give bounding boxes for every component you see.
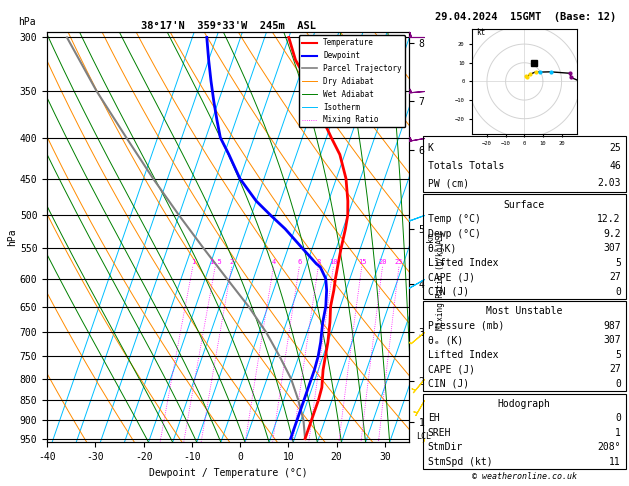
Text: 46: 46: [609, 161, 621, 171]
Text: LCL: LCL: [416, 433, 431, 441]
Text: CIN (J): CIN (J): [428, 379, 469, 389]
Y-axis label: hPa: hPa: [7, 228, 17, 246]
Text: 29.04.2024  15GMT  (Base: 12): 29.04.2024 15GMT (Base: 12): [435, 12, 616, 22]
Text: 11: 11: [609, 457, 621, 467]
Text: 25: 25: [395, 259, 403, 265]
Text: 8: 8: [316, 259, 321, 265]
Text: 0: 0: [615, 413, 621, 423]
Title: 38°17'N  359°33'W  245m  ASL: 38°17'N 359°33'W 245m ASL: [140, 21, 316, 31]
Text: 0: 0: [615, 379, 621, 389]
Text: 27: 27: [609, 364, 621, 375]
Text: 5: 5: [615, 350, 621, 360]
Text: 2: 2: [230, 259, 234, 265]
Text: StmDir: StmDir: [428, 442, 463, 452]
Text: 10: 10: [330, 259, 338, 265]
Text: Temp (°C): Temp (°C): [428, 214, 481, 224]
Text: Surface: Surface: [504, 200, 545, 209]
Text: Dewp (°C): Dewp (°C): [428, 228, 481, 239]
Text: SREH: SREH: [428, 428, 451, 438]
Text: 9.2: 9.2: [603, 228, 621, 239]
Text: StmSpd (kt): StmSpd (kt): [428, 457, 493, 467]
Text: EH: EH: [428, 413, 440, 423]
Text: Totals Totals: Totals Totals: [428, 161, 504, 171]
Text: Lifted Index: Lifted Index: [428, 258, 498, 268]
Text: 5: 5: [615, 258, 621, 268]
Text: kt: kt: [476, 28, 485, 37]
Legend: Temperature, Dewpoint, Parcel Trajectory, Dry Adiabat, Wet Adiabat, Isotherm, Mi: Temperature, Dewpoint, Parcel Trajectory…: [299, 35, 405, 127]
Text: © weatheronline.co.uk: © weatheronline.co.uk: [472, 472, 577, 481]
Text: 25: 25: [609, 143, 621, 153]
Text: CAPE (J): CAPE (J): [428, 364, 475, 375]
Text: 307: 307: [603, 335, 621, 346]
Text: 0: 0: [615, 287, 621, 296]
Text: hPa: hPa: [18, 17, 36, 28]
Text: Lifted Index: Lifted Index: [428, 350, 498, 360]
Text: 6: 6: [298, 259, 302, 265]
Text: 1: 1: [191, 259, 195, 265]
Text: 15: 15: [358, 259, 366, 265]
Text: PW (cm): PW (cm): [428, 178, 469, 188]
Y-axis label: km
ASL: km ASL: [426, 229, 445, 244]
X-axis label: Dewpoint / Temperature (°C): Dewpoint / Temperature (°C): [148, 468, 308, 478]
Text: CIN (J): CIN (J): [428, 287, 469, 296]
Text: 1: 1: [615, 428, 621, 438]
Text: θₑ(K): θₑ(K): [428, 243, 457, 253]
Text: Pressure (mb): Pressure (mb): [428, 321, 504, 331]
Text: 4: 4: [272, 259, 276, 265]
Text: Mixing Ratio (g/kg): Mixing Ratio (g/kg): [437, 242, 445, 330]
Text: K: K: [428, 143, 433, 153]
Text: Most Unstable: Most Unstable: [486, 307, 562, 316]
Text: 307: 307: [603, 243, 621, 253]
Text: Hodograph: Hodograph: [498, 399, 551, 409]
Text: 27: 27: [609, 272, 621, 282]
Text: CAPE (J): CAPE (J): [428, 272, 475, 282]
Text: 2.03: 2.03: [598, 178, 621, 188]
Text: 987: 987: [603, 321, 621, 331]
Text: 20: 20: [379, 259, 387, 265]
Text: 12.2: 12.2: [598, 214, 621, 224]
Text: 1.5: 1.5: [209, 259, 222, 265]
Text: 208°: 208°: [598, 442, 621, 452]
Text: θₑ (K): θₑ (K): [428, 335, 463, 346]
